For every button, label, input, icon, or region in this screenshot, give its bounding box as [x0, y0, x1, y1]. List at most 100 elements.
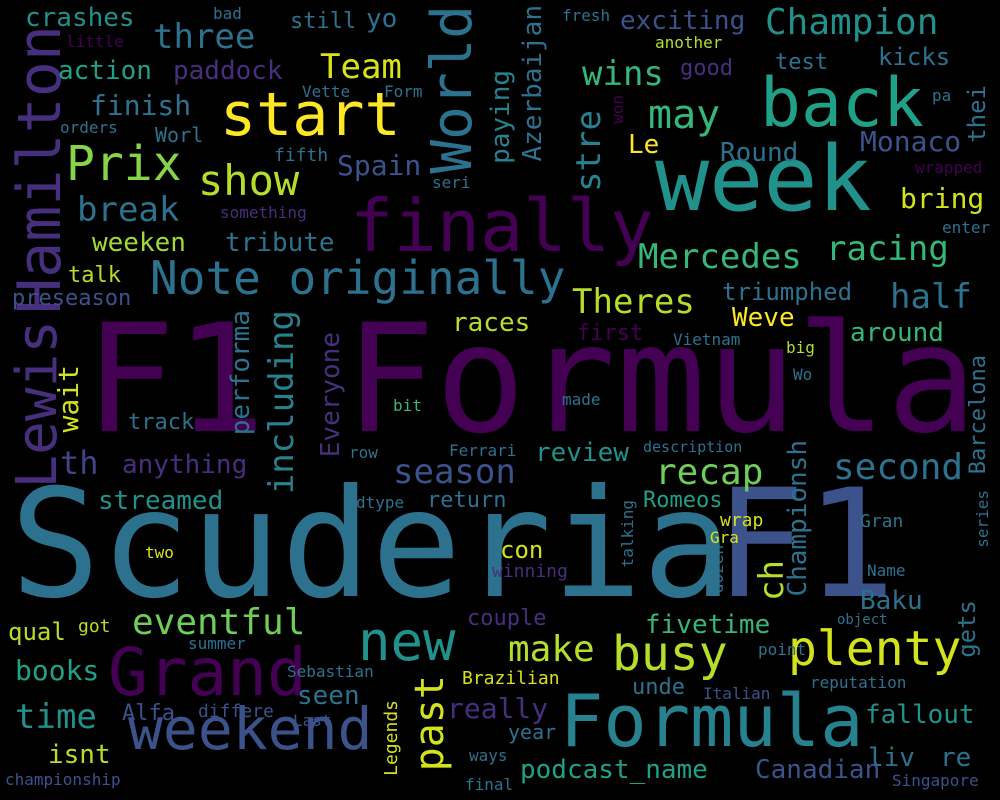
word-final: final — [465, 775, 514, 794]
word-eventful: eventful — [132, 602, 306, 643]
word-con: con — [500, 536, 544, 564]
word-year: year — [508, 720, 557, 744]
word-formula: Formula — [560, 679, 864, 763]
word-row: row — [349, 443, 378, 462]
word-finish: finish — [90, 89, 192, 122]
word-round: Round — [720, 138, 799, 168]
word-scuderia: Scuderia — [10, 458, 733, 632]
word-talking: talking — [618, 500, 637, 568]
word-big: big — [786, 338, 815, 357]
word-sebastian: Sebastian — [287, 662, 374, 681]
word-baku: Baku — [860, 586, 923, 616]
word-paying: paying — [486, 70, 516, 164]
word-books: books — [15, 654, 100, 687]
word-half: half — [890, 277, 972, 317]
word-little: little — [66, 32, 124, 51]
word-worl: Worl — [155, 123, 204, 147]
word-won: won — [608, 95, 627, 124]
word-two: two — [145, 543, 174, 562]
word-back: back — [760, 64, 924, 143]
word-liv: liv — [868, 743, 915, 773]
word-champion: Champion — [765, 2, 939, 43]
word-wrap: wrap — [720, 510, 764, 531]
word-f1: F1 — [85, 293, 266, 467]
word-romeos: Romeos — [643, 488, 723, 513]
word-talk: talk — [68, 263, 121, 288]
word-barcelona: Barcelona — [966, 355, 991, 475]
word-second: second — [833, 447, 964, 488]
word-winning: winning — [492, 561, 568, 582]
word-wrapped: wrapped — [915, 158, 983, 177]
word-track: track — [128, 410, 195, 435]
word-note-originally: Note originally — [150, 251, 566, 305]
word-plenty: plenty — [788, 621, 962, 677]
word-gran: Gran — [860, 511, 904, 532]
word-vette: Vette — [302, 82, 351, 101]
word-unde: unde — [632, 675, 685, 700]
word-world: World — [420, 5, 485, 174]
word-championsh: Championsh — [783, 440, 813, 597]
word-preseason: preseason — [12, 286, 132, 311]
word-dozen: dozen — [708, 545, 727, 594]
word-pa: pa — [932, 86, 952, 105]
word-formula: Formula — [345, 293, 978, 467]
word-gra: Gra — [710, 528, 739, 547]
word-something: something — [220, 203, 307, 222]
word-point: point — [758, 640, 807, 659]
word-brazilian: Brazilian — [462, 668, 560, 689]
word-tribute: tribute — [225, 228, 335, 258]
word-le: Le — [628, 130, 660, 160]
word-bad: bad — [213, 4, 242, 23]
word-crashes: crashes — [25, 3, 135, 33]
word-review: review — [535, 438, 629, 468]
word-alfa: Alfa — [122, 701, 175, 726]
word-seen: seen — [297, 681, 360, 711]
word-week: week — [655, 127, 872, 232]
word-paddock: paddock — [173, 56, 283, 86]
word-gets: gets — [953, 600, 981, 658]
word-vietnam: Vietnam — [673, 330, 741, 349]
word-podcast-name: podcast_name — [520, 755, 708, 785]
word-weeken: weeken — [92, 228, 186, 258]
word-around: around — [850, 318, 944, 348]
word-championship: championship — [5, 770, 121, 789]
word-wo: Wo — [793, 365, 813, 384]
word-canadian: Canadian — [755, 755, 881, 785]
word-weekend: weekend — [128, 695, 373, 763]
word-busy: busy — [612, 626, 728, 682]
word-past: past — [407, 675, 453, 772]
word-another: another — [655, 33, 723, 52]
word-isnt: isnt — [48, 740, 111, 770]
word-three: three — [153, 17, 256, 57]
word-may: may — [648, 92, 721, 138]
word-seri: seri — [432, 173, 471, 192]
word-dtype: dtype — [356, 493, 405, 512]
word-return: return — [427, 488, 507, 513]
word-yo: yo — [366, 4, 398, 34]
word-recap: recap — [655, 452, 764, 493]
word-f1: F1 — [715, 458, 896, 632]
word-differe: differe — [198, 701, 274, 722]
word-start: start — [220, 80, 401, 150]
word-exciting: exciting — [620, 6, 746, 36]
word-weve: Weve — [732, 303, 795, 333]
word-couple: couple — [467, 606, 547, 631]
word-show: show — [198, 156, 300, 205]
word-bit: bit — [393, 396, 422, 415]
word-description: description — [643, 438, 743, 456]
word-first: first — [577, 321, 644, 346]
word-spain: Spain — [337, 149, 422, 182]
word-races: races — [452, 308, 531, 338]
word-re: re — [940, 743, 972, 773]
word-mercedes: Mercedes — [638, 237, 802, 277]
word-fivetime: fivetime — [645, 610, 771, 640]
word-enter: enter — [942, 218, 991, 237]
word-qual: qual — [8, 618, 66, 646]
word-including: including — [262, 310, 302, 495]
word-make: make — [508, 629, 595, 670]
word-really: really — [447, 692, 549, 725]
word-finally: finally — [350, 184, 654, 268]
word-theres: Theres — [572, 282, 695, 322]
word-everyone: Everyone — [316, 332, 346, 458]
word-triumphed: triumphed — [722, 278, 853, 306]
